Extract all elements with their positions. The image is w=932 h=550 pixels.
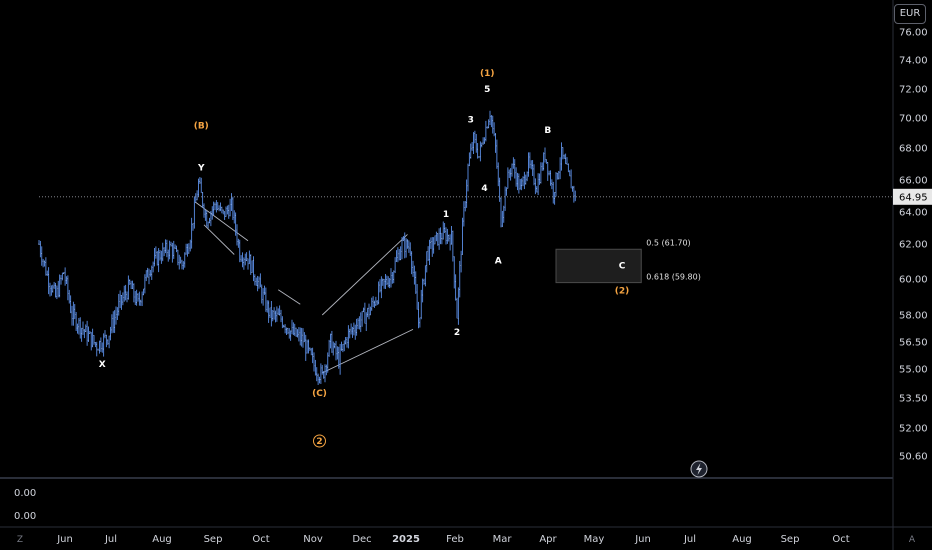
trend-channel-line[interactable] <box>278 289 301 305</box>
x-tick-label: Mar <box>493 534 513 545</box>
wave-label[interactable]: (1) <box>480 69 495 79</box>
trend-channel-line[interactable] <box>195 202 249 242</box>
wave-circle-marker[interactable] <box>313 434 326 448</box>
x-tick-label: Aug <box>152 534 172 545</box>
wave-label[interactable]: 5 <box>484 85 490 95</box>
trend-channel-line[interactable] <box>322 328 414 374</box>
trend-channel-line[interactable] <box>203 224 235 255</box>
y-tick-label: 72.00 <box>899 85 928 96</box>
wave-label[interactable]: 1 <box>443 210 449 220</box>
x-tick-label: Dec <box>352 534 371 545</box>
x-tick-label: Sep <box>204 534 223 545</box>
wave-label[interactable]: 2 <box>454 328 460 338</box>
lightning-icon-glyph <box>696 463 702 475</box>
x-tick-label: May <box>584 534 605 545</box>
currency-button[interactable]: EUR <box>894 4 926 24</box>
wave-label[interactable]: 3 <box>468 116 474 126</box>
y-tick-label: 62.00 <box>899 240 928 251</box>
wave-label[interactable]: Y <box>197 163 205 173</box>
wave-label[interactable]: 4 <box>481 184 487 194</box>
x-tick-label: Jul <box>104 534 117 545</box>
wave-label[interactable]: A <box>495 256 502 266</box>
y-tick-label: 50.60 <box>899 452 928 463</box>
y-tick-label: 55.00 <box>899 365 928 376</box>
y-tick-label: 66.00 <box>899 176 928 187</box>
wave-circle-label: 2 <box>316 437 322 447</box>
x-tick-label: Nov <box>303 534 323 545</box>
x-tick-label: Jun <box>56 534 73 545</box>
y-tick-label: 52.00 <box>899 424 928 435</box>
x-tick-label: Oct <box>832 534 849 545</box>
fib-retracement-zone[interactable] <box>555 248 642 284</box>
wave-label[interactable]: B <box>544 126 551 136</box>
last-price-label: 64.95 <box>899 192 928 203</box>
y-tick-label: 68.00 <box>899 144 928 155</box>
wave-label[interactable]: (C) <box>312 389 327 399</box>
x-tick-label: Aug <box>732 534 752 545</box>
wave-label[interactable]: (2) <box>615 286 630 296</box>
indicator-value-2: 0.00 <box>14 511 37 522</box>
y-tick-label: 60.00 <box>899 275 928 286</box>
y-tick-label: 53.50 <box>899 394 928 405</box>
y-tick-label: 58.00 <box>899 311 928 322</box>
y-tick-label: 74.00 <box>899 56 928 67</box>
fib-level-label: 0.618 (59.80) <box>646 273 701 282</box>
x-tick-label: Feb <box>446 534 464 545</box>
y-tick-label: 70.00 <box>899 114 928 125</box>
fib-level-label: 0.5 (61.70) <box>646 238 690 247</box>
y-tick-label: 76.00 <box>899 28 928 39</box>
x-tick-label: Jun <box>634 534 651 545</box>
y-tick-label: 64.00 <box>899 208 928 219</box>
wave-label[interactable]: (B) <box>194 122 209 132</box>
wave-label[interactable]: X <box>99 360 106 370</box>
last-price-badge <box>893 188 932 205</box>
auto-scale-button[interactable]: A <box>909 535 916 545</box>
y-tick-label: 56.50 <box>899 338 928 349</box>
x-tick-label: Sep <box>781 534 800 545</box>
x-tick-label: 2025 <box>392 534 420 545</box>
indicator-value-1: 0.00 <box>14 488 37 499</box>
timezone-button[interactable]: Z <box>17 535 23 545</box>
x-tick-label: Apr <box>539 534 557 545</box>
wave-label[interactable]: C <box>619 262 626 272</box>
x-tick-label: Oct <box>252 534 269 545</box>
trend-channel-line[interactable] <box>321 234 408 316</box>
x-tick-label: Jul <box>683 534 696 545</box>
